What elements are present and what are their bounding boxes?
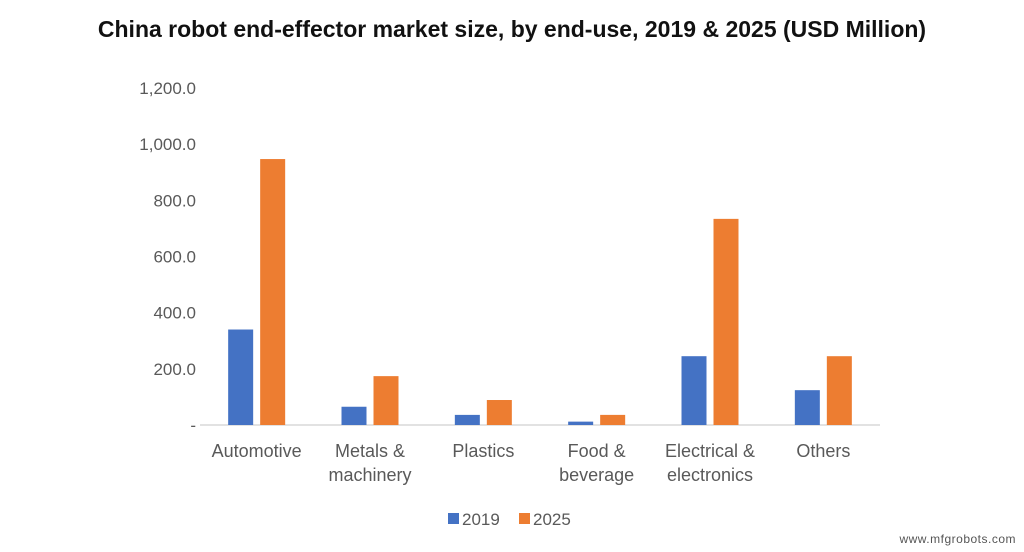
bar-2019	[681, 356, 707, 425]
x-tick-label: Plastics	[452, 441, 514, 461]
x-tick-label: Electrical &	[665, 441, 755, 461]
y-tick-label: 1,000.0	[139, 135, 196, 154]
y-tick-label: 800.0	[153, 191, 196, 210]
watermark: www.mfgrobots.com	[899, 532, 1016, 546]
x-tick-label: Food &	[568, 441, 626, 461]
bar-2019	[228, 329, 254, 425]
bar-2019	[794, 390, 820, 425]
y-tick-label: 600.0	[153, 248, 196, 267]
bar-2025	[600, 414, 626, 425]
x-tick-label: beverage	[559, 465, 634, 485]
legend-label-2025: 2025	[533, 510, 571, 529]
bar-2025	[486, 400, 512, 425]
bar-2025	[826, 356, 852, 425]
legend-swatch-2019	[448, 513, 459, 524]
x-tick-label: electronics	[667, 465, 753, 485]
x-tick-label: Metals &	[335, 441, 405, 461]
bar-2019	[341, 406, 367, 425]
legend-swatch-2025	[519, 513, 530, 524]
x-tick-label: Others	[796, 441, 850, 461]
bar-2019	[454, 414, 480, 425]
legend-label-2019: 2019	[462, 510, 500, 529]
y-tick-label: 200.0	[153, 360, 196, 379]
x-tick-label: Automotive	[212, 441, 302, 461]
bar-2019	[568, 421, 594, 425]
y-tick-label: 1,200.0	[139, 79, 196, 98]
x-tick-label: machinery	[328, 465, 411, 485]
bar-2025	[713, 218, 739, 425]
bar-2025	[260, 159, 286, 425]
y-tick-label: -	[190, 416, 196, 435]
bar-2025	[373, 376, 399, 425]
y-tick-label: 400.0	[153, 304, 196, 323]
chart-title: China robot end-effector market size, by…	[97, 16, 927, 42]
